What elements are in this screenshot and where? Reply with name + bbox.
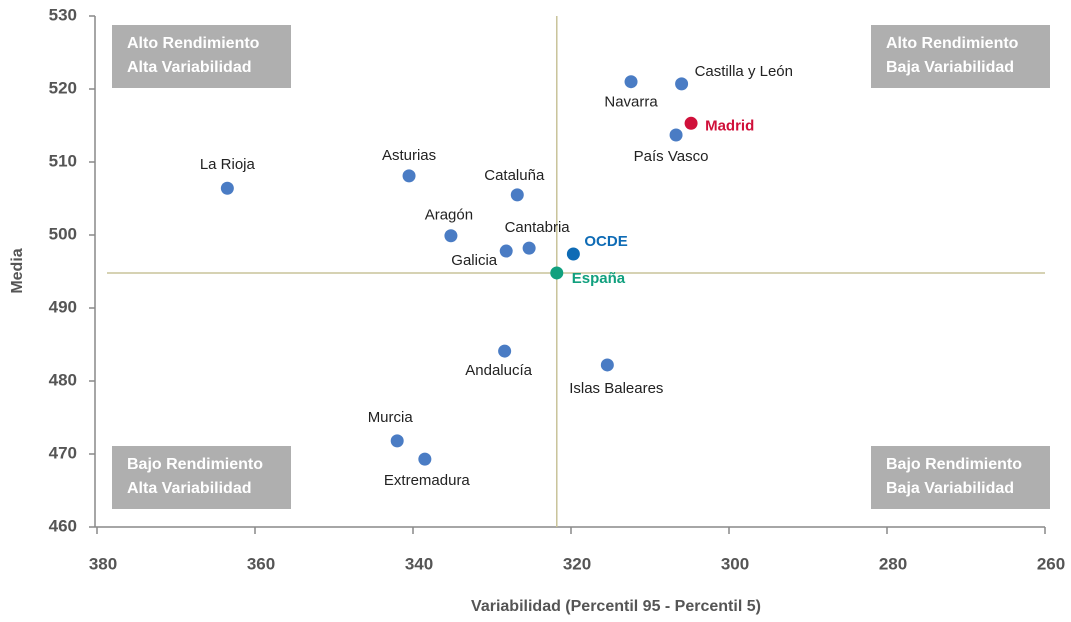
- point: [624, 75, 638, 89]
- x-tick-label: 380: [89, 554, 117, 573]
- point-label: Cantabria: [505, 219, 571, 236]
- quadrant-label: Alto Rendimiento: [886, 35, 1019, 52]
- quadrant-box: [112, 25, 291, 88]
- quadrant-label: Baja Variabilidad: [886, 480, 1014, 497]
- point: [684, 116, 698, 130]
- quadrant-label: Alta Variabilidad: [127, 480, 251, 497]
- quadrant-box: [871, 446, 1050, 509]
- y-tick-label: 490: [49, 297, 77, 316]
- point-label: Galicia: [451, 252, 498, 269]
- point: [402, 169, 416, 183]
- point-label: OCDE: [584, 233, 627, 250]
- point-label: Islas Baleares: [569, 380, 663, 397]
- y-axis-title: Media: [9, 248, 26, 293]
- quadrant-label: Alto Rendimiento: [127, 35, 260, 52]
- point: [418, 452, 432, 466]
- quadrant-label: Baja Variabilidad: [886, 59, 1014, 76]
- point: [669, 128, 683, 142]
- x-axis-title: Variabilidad (Percentil 95 - Percentil 5…: [471, 598, 761, 615]
- point: [499, 244, 513, 258]
- y-tick-label: 470: [49, 443, 77, 462]
- point-label: Aragón: [425, 207, 473, 224]
- point: [600, 358, 614, 372]
- point: [510, 188, 524, 202]
- point: [566, 247, 580, 261]
- quadrant-label: Bajo Rendimiento: [127, 456, 263, 473]
- point-label: Andalucía: [465, 362, 532, 379]
- y-tick-label: 520: [49, 78, 77, 97]
- x-tick-label: 300: [721, 554, 749, 573]
- point: [522, 241, 536, 255]
- point: [550, 266, 564, 280]
- point: [498, 344, 512, 358]
- point: [390, 434, 404, 448]
- point-label: Asturias: [382, 147, 436, 164]
- y-tick-label: 530: [49, 5, 77, 24]
- point-label: País Vasco: [634, 148, 709, 165]
- x-tick-label: 260: [1037, 554, 1065, 573]
- point-label: España: [572, 270, 626, 287]
- quadrant-box: [871, 25, 1050, 88]
- point: [675, 77, 689, 91]
- x-tick-label: 280: [879, 554, 907, 573]
- y-tick-label: 500: [49, 224, 77, 243]
- point-label: Cataluña: [484, 167, 545, 184]
- point-label: Madrid: [705, 117, 754, 134]
- x-tick-label: 320: [563, 554, 591, 573]
- point-label: Castilla y León: [695, 63, 793, 80]
- y-tick-label: 480: [49, 370, 77, 389]
- point-label: La Rioja: [200, 156, 256, 173]
- x-tick-label: 340: [405, 554, 433, 573]
- y-tick-label: 510: [49, 151, 77, 170]
- point-label: Navarra: [604, 94, 658, 111]
- x-tick-label: 360: [247, 554, 275, 573]
- point-label: Murcia: [368, 409, 414, 426]
- point-label: Extremadura: [384, 472, 471, 489]
- point: [220, 181, 234, 195]
- y-tick-label: 460: [49, 516, 77, 535]
- quadrant-label: Bajo Rendimiento: [886, 456, 1022, 473]
- quadrant-box: [112, 446, 291, 509]
- quadrant-label: Alta Variabilidad: [127, 59, 251, 76]
- point: [444, 229, 458, 243]
